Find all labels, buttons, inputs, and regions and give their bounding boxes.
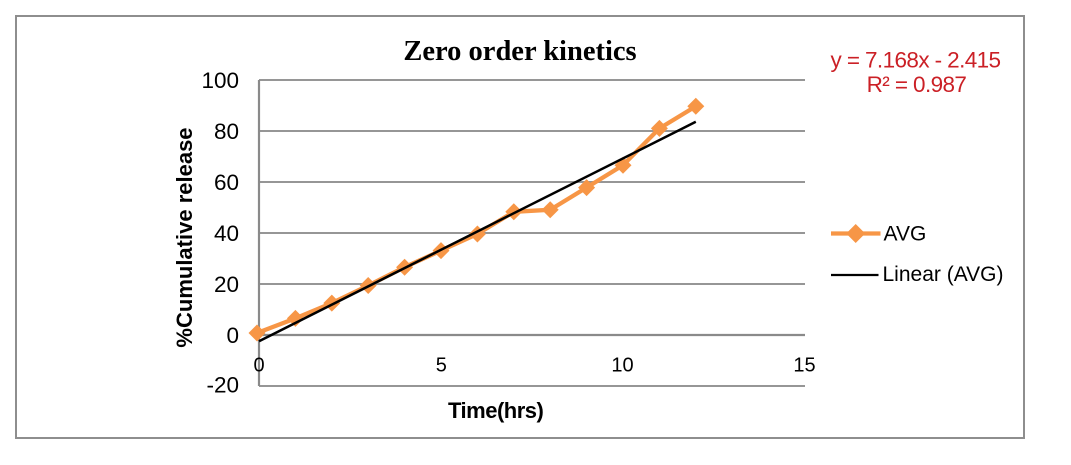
svg-text:60: 60 (214, 170, 239, 195)
svg-text:0: 0 (253, 355, 264, 377)
svg-text:Time(hrs): Time(hrs) (448, 398, 544, 423)
svg-text:Linear (AVG): Linear (AVG) (883, 263, 1004, 286)
svg-text:20: 20 (214, 272, 239, 297)
svg-text:%Cumulative release: %Cumulative release (172, 127, 197, 347)
svg-text:-20: -20 (206, 373, 239, 398)
svg-text:Zero order kinetics: Zero order kinetics (403, 36, 636, 67)
svg-text:R² = 0.987: R² = 0.987 (867, 72, 967, 97)
svg-text:80: 80 (214, 119, 239, 144)
svg-text:y = 7.168x - 2.415: y = 7.168x - 2.415 (831, 47, 1001, 72)
svg-text:15: 15 (793, 355, 815, 377)
svg-text:AVG: AVG (884, 222, 927, 245)
svg-text:5: 5 (436, 355, 447, 377)
svg-text:10: 10 (611, 355, 633, 377)
svg-text:100: 100 (201, 68, 239, 93)
svg-text:0: 0 (226, 323, 239, 348)
svg-text:40: 40 (214, 221, 239, 246)
